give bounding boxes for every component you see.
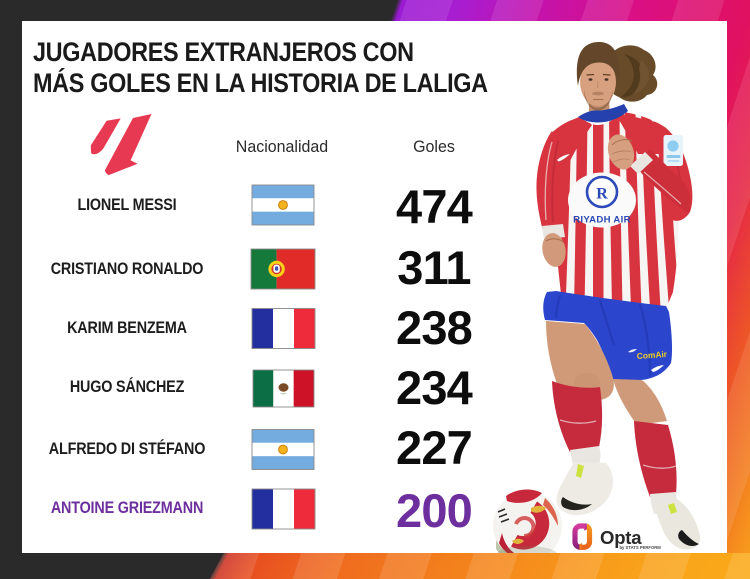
- svg-text:RIYADH AIR: RIYADH AIR: [573, 215, 631, 226]
- svg-text:ComAir: ComAir: [636, 349, 668, 361]
- svg-text:R: R: [596, 186, 608, 203]
